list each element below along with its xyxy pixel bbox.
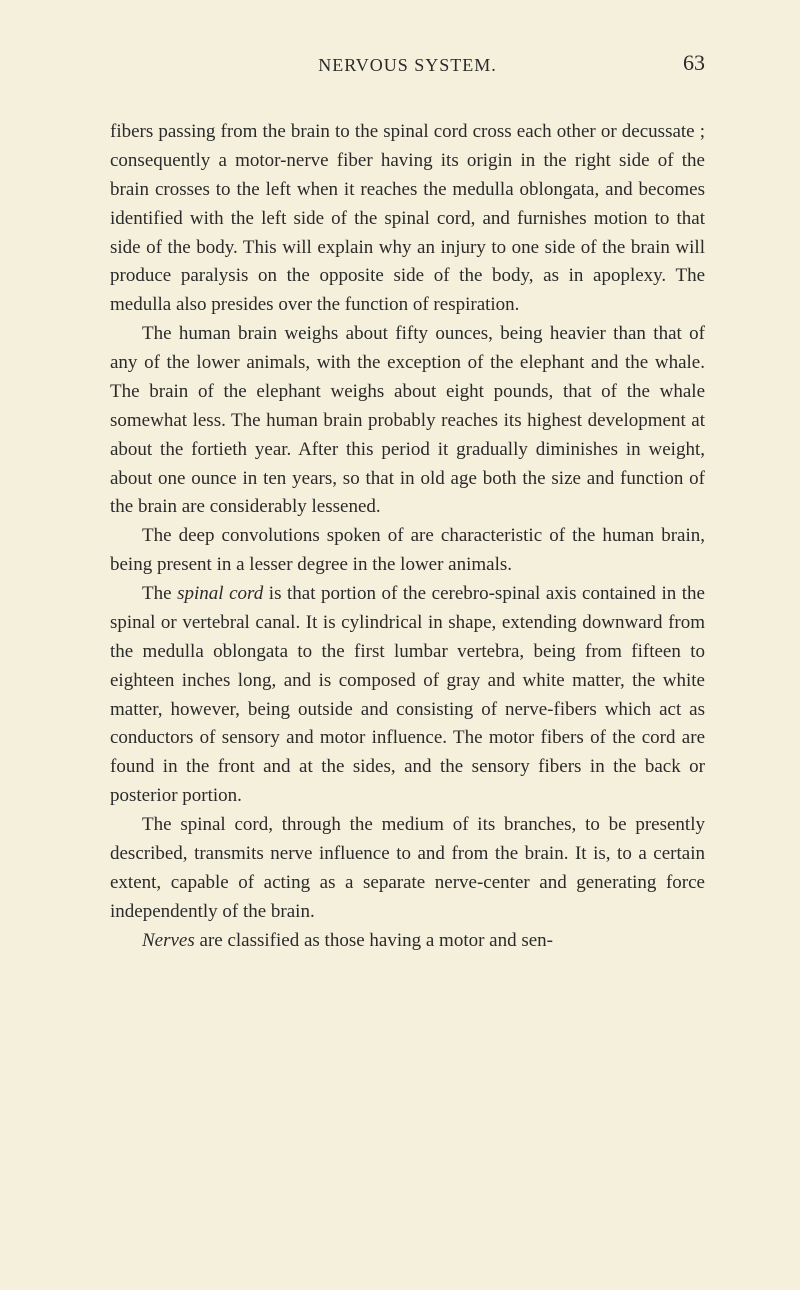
paragraph-3: The deep convolutions spoken of are char…: [110, 522, 705, 580]
paragraph-5: The spinal cord, through the medium of i…: [110, 811, 705, 927]
p4-pre: The: [142, 583, 177, 604]
page-header: NERVOUS SYSTEM. 63: [110, 55, 705, 76]
paragraph-2: The human brain weighs about fifty ounce…: [110, 320, 705, 522]
paragraph-4: The spinal cord is that portion of the c…: [110, 580, 705, 811]
page-number: 63: [683, 50, 705, 76]
header-title: NERVOUS SYSTEM.: [110, 55, 705, 76]
p4-post: is that portion of the cerebro-spinal ax…: [110, 583, 705, 806]
p4-italic: spinal cord: [177, 583, 263, 604]
p6-italic: Nerves: [142, 930, 195, 951]
body-text: fibers passing from the brain to the spi…: [110, 118, 705, 955]
paragraph-6: Nerves are classified as those having a …: [110, 927, 705, 956]
p6-post: are classified as those having a motor a…: [195, 930, 553, 951]
paragraph-1: fibers passing from the brain to the spi…: [110, 118, 705, 320]
